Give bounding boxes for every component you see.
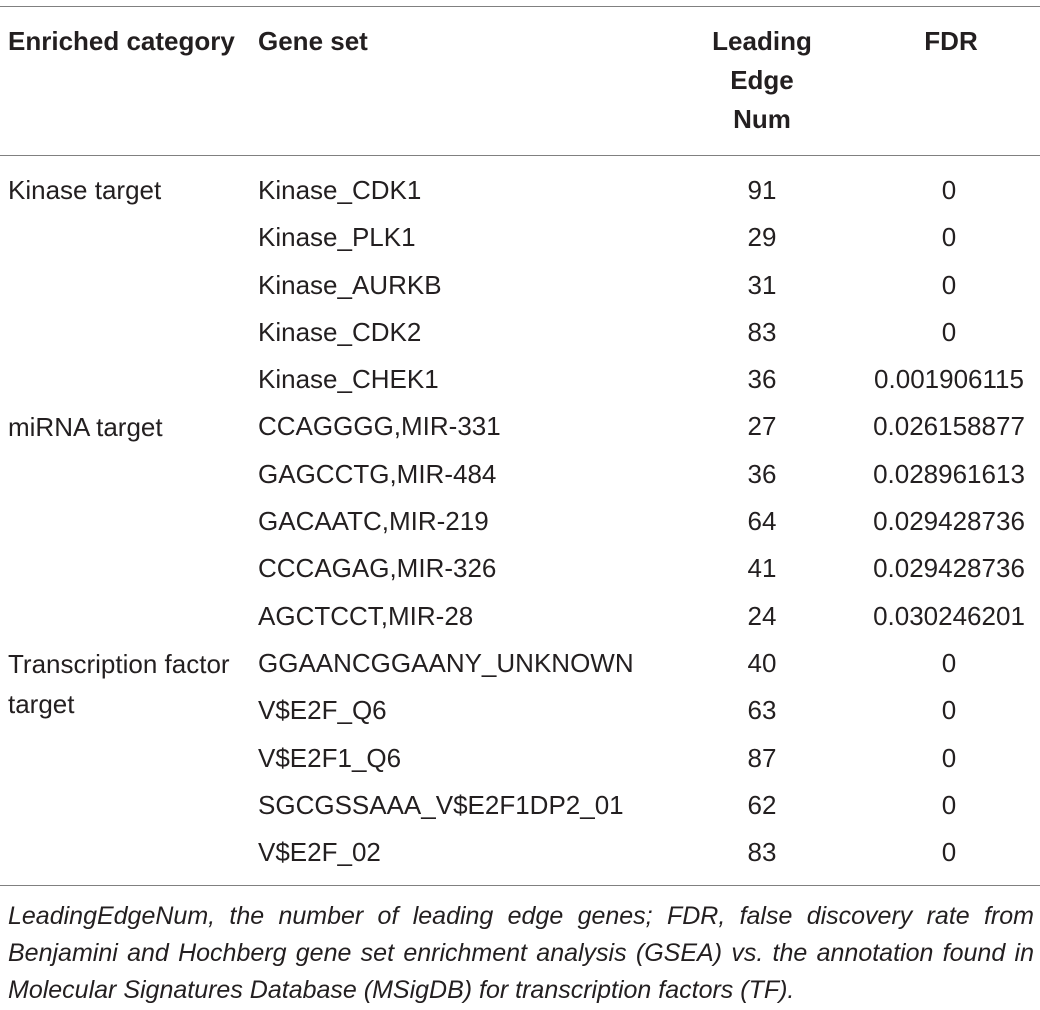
fdr-cell: 0.001906115 — [874, 364, 1024, 395]
category-transcription-factor-target: Transcription factor target — [8, 649, 230, 719]
header-gene-set: Gene set — [258, 26, 368, 56]
leading-edge-cell: 83 — [747, 316, 777, 347]
fdr-cell: 0.029428736 — [873, 506, 1025, 537]
leading-edge-cell: 36 — [747, 458, 777, 489]
leading-edge-cell: 83 — [747, 837, 777, 868]
table-row: GACAATC,MIR-219 64 0.029428736 — [0, 499, 1040, 546]
leading-edge-cell: 24 — [747, 600, 777, 631]
table-row: Kinase_CDK1 91 0 — [0, 168, 1040, 215]
gene-set-cell: V$E2F1_Q6 — [258, 742, 402, 773]
leading-edge-cell: 36 — [747, 364, 777, 395]
leading-edge-cell: 29 — [747, 222, 777, 253]
gene-set-cell: GAGCCTG,MIR-484 — [258, 458, 497, 489]
category-kinase-target: Kinase target — [8, 175, 162, 205]
header-fdr: FDR — [924, 26, 978, 56]
gene-set-cell: Kinase_CDK2 — [258, 316, 422, 347]
gene-set-cell: AGCTCCT,MIR-28 — [258, 600, 474, 631]
leading-edge-cell: 31 — [747, 269, 777, 300]
leading-edge-cell: 64 — [747, 506, 777, 537]
table-row: AGCTCCT,MIR-28 24 0.030246201 — [0, 594, 1040, 641]
gene-set-cell: V$E2F_02 — [258, 837, 381, 868]
header-enriched-category: Enriched category — [8, 26, 235, 56]
fdr-cell: 0 — [941, 742, 957, 773]
header-leading-edge-num: Leading Edge Num — [712, 26, 812, 134]
fdr-cell: 0.030246201 — [873, 600, 1025, 631]
table-row: Kinase_CHEK1 36 0.001906115 — [0, 357, 1040, 404]
table-row: Kinase_PLK1 29 0 — [0, 215, 1040, 262]
leading-edge-cell: 41 — [747, 553, 777, 584]
fdr-cell: 0.028961613 — [873, 458, 1025, 489]
table-row: CCAGGGG,MIR-331 27 0.026158877 — [0, 404, 1040, 451]
gene-set-cell: Kinase_AURKB — [258, 269, 442, 300]
table-row: GGAANCGGAANY_UNKNOWN 40 0 — [0, 641, 1040, 688]
fdr-cell: 0 — [941, 647, 957, 678]
leading-edge-cell: 27 — [747, 411, 777, 442]
fdr-cell: 0 — [941, 837, 957, 868]
table-row: V$E2F1_Q6 87 0 — [0, 736, 1040, 783]
table-row: GAGCCTG,MIR-484 36 0.028961613 — [0, 452, 1040, 499]
leading-edge-cell: 40 — [747, 647, 777, 678]
table-row: CCCAGAG,MIR-326 41 0.029428736 — [0, 546, 1040, 593]
table-row: V$E2F_Q6 63 0 — [0, 688, 1040, 735]
fdr-cell: 0 — [941, 789, 957, 820]
gene-set-cell: Kinase_CDK1 — [258, 175, 422, 205]
table-row: Kinase_AURKB 31 0 — [0, 263, 1040, 310]
gene-set-cell: Kinase_CHEK1 — [258, 364, 439, 395]
table-header: Enriched category Gene set Leading Edge … — [0, 22, 1040, 147]
gene-set-cell: CCAGGGG,MIR-331 — [258, 411, 501, 442]
table-top-rule — [0, 6, 1040, 7]
fdr-cell: 0.029428736 — [873, 553, 1025, 584]
leading-edge-cell: 87 — [747, 742, 777, 773]
gene-set-cell: GACAATC,MIR-219 — [258, 506, 489, 537]
gene-set-cell: Kinase_PLK1 — [258, 222, 416, 253]
gene-set-cell: SGCGSSAAA_V$E2F1DP2_01 — [258, 789, 624, 820]
gene-set-cell: V$E2F_Q6 — [258, 695, 387, 726]
gene-set-cell: CCCAGAG,MIR-326 — [258, 553, 497, 584]
fdr-cell: 0 — [941, 175, 957, 205]
category-mirna-target: miRNA target — [8, 412, 163, 442]
table-row: V$E2F_02 83 0 — [0, 830, 1040, 877]
leading-edge-cell: 63 — [747, 695, 777, 726]
gene-set-cell: GGAANCGGAANY_UNKNOWN — [258, 647, 634, 678]
leading-edge-cell: 91 — [747, 175, 777, 205]
table-body: Kinase_CDK1 91 0 Kinase_PLK1 29 0 Kinase_AURKB… — [0, 168, 1040, 877]
table-bottom-rule — [0, 885, 1040, 886]
table-footnote: LeadingEdgeNum, the number of leading ed… — [8, 902, 1034, 1004]
leading-edge-cell: 62 — [747, 789, 777, 820]
table-row: Kinase_CDK2 83 0 — [0, 310, 1040, 357]
fdr-cell: 0 — [941, 269, 957, 300]
fdr-cell: 0 — [941, 695, 957, 726]
table-header-rule — [0, 155, 1040, 156]
table-row: SGCGSSAAA_V$E2F1DP2_01 62 0 — [0, 783, 1040, 830]
fdr-cell: 0.026158877 — [873, 411, 1025, 442]
fdr-cell: 0 — [941, 316, 957, 347]
fdr-cell: 0 — [941, 222, 957, 253]
